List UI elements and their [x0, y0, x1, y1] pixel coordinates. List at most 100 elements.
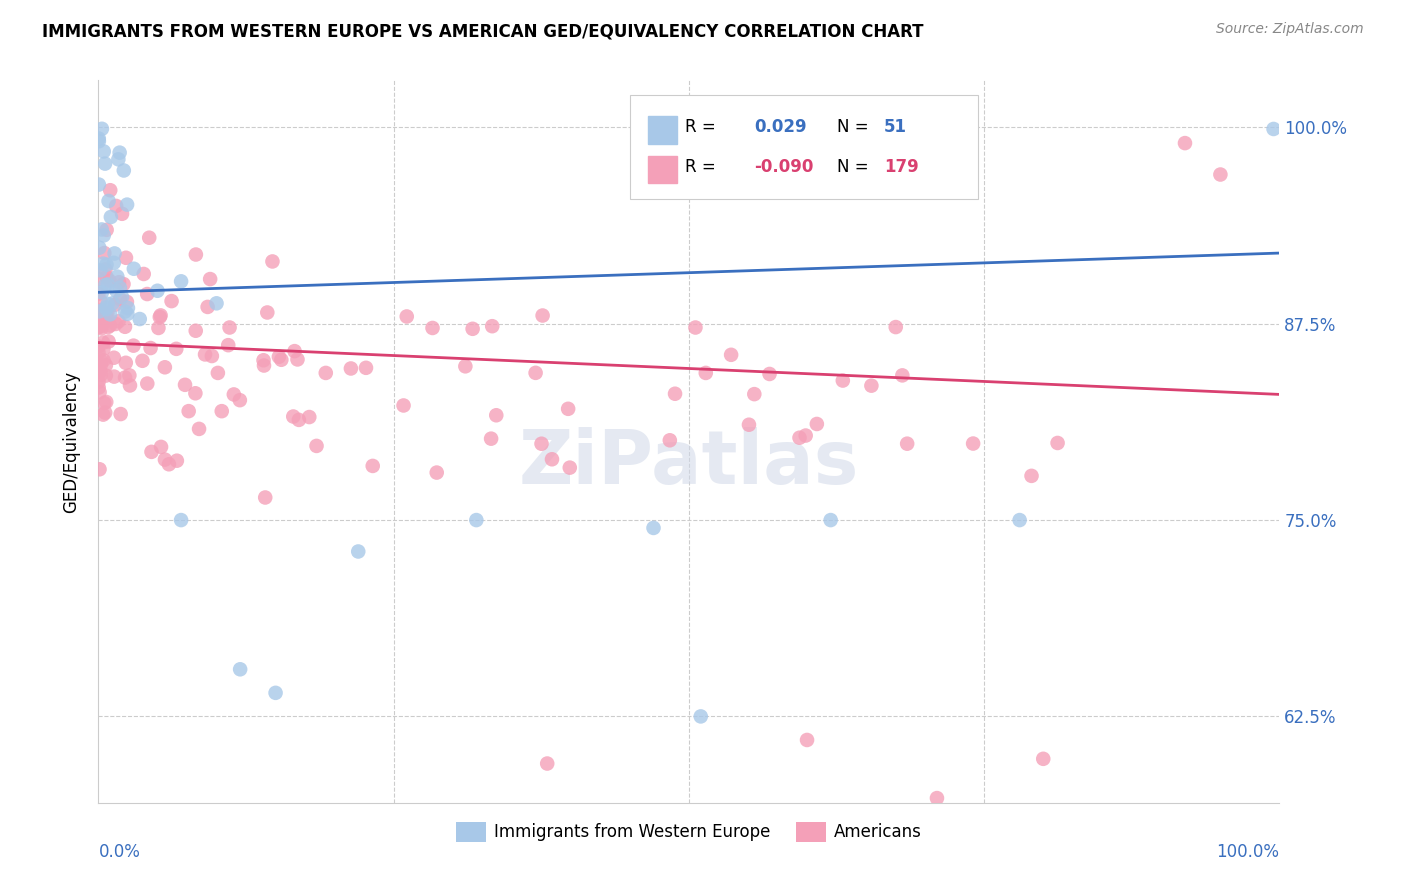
- Point: [122, 261, 145, 276]
- Point: [89, 304, 111, 318]
- Point: [742, 387, 765, 401]
- Point: [87, 272, 110, 286]
- Point: [108, 275, 131, 289]
- Point: [860, 378, 883, 392]
- Point: [108, 145, 131, 160]
- Point: [270, 352, 292, 367]
- Point: [305, 439, 328, 453]
- Point: [93, 145, 115, 159]
- Point: [94, 368, 117, 383]
- Point: [165, 342, 187, 356]
- Point: [96, 258, 118, 272]
- Point: [117, 301, 139, 315]
- Point: [93, 246, 115, 260]
- Point: [138, 230, 160, 244]
- Point: [1032, 752, 1054, 766]
- Point: [90, 303, 112, 318]
- Point: [89, 241, 111, 255]
- Point: [94, 309, 117, 323]
- Point: [264, 686, 287, 700]
- Point: [128, 312, 150, 326]
- Point: [115, 197, 138, 211]
- Point: [96, 395, 118, 409]
- Point: [485, 409, 508, 423]
- Point: [104, 317, 127, 331]
- Text: N =: N =: [837, 158, 873, 176]
- Point: [93, 396, 115, 410]
- Point: [111, 290, 134, 304]
- Point: [1046, 436, 1069, 450]
- Point: [87, 134, 110, 148]
- Bar: [648, 116, 678, 144]
- Text: 100.0%: 100.0%: [1216, 843, 1279, 861]
- Point: [738, 417, 761, 432]
- Point: [256, 305, 278, 319]
- Point: [188, 422, 211, 436]
- Point: [884, 320, 907, 334]
- Point: [108, 281, 131, 295]
- Legend: Immigrants from Western Europe, Americans: Immigrants from Western Europe, American…: [450, 815, 928, 848]
- Text: 51: 51: [884, 119, 907, 136]
- Point: [96, 306, 118, 320]
- Point: [194, 347, 217, 361]
- Point: [96, 302, 118, 317]
- Point: [91, 285, 114, 300]
- Point: [89, 263, 111, 277]
- Point: [222, 387, 245, 401]
- Point: [97, 277, 120, 292]
- Point: [896, 436, 918, 450]
- Point: [820, 513, 842, 527]
- Point: [103, 369, 125, 384]
- Point: [89, 364, 111, 378]
- Point: [149, 310, 172, 324]
- Point: [664, 386, 686, 401]
- Point: [347, 544, 370, 558]
- Point: [658, 434, 681, 448]
- Point: [112, 277, 135, 291]
- Point: [217, 338, 239, 352]
- Point: [139, 341, 162, 355]
- Point: [91, 257, 114, 271]
- Point: [100, 210, 122, 224]
- Point: [115, 294, 138, 309]
- Point: [422, 321, 444, 335]
- Point: [93, 307, 115, 321]
- Point: [1021, 468, 1043, 483]
- Point: [229, 393, 252, 408]
- Point: [110, 407, 132, 421]
- Point: [1209, 168, 1232, 182]
- Point: [962, 436, 984, 450]
- Point: [108, 292, 131, 306]
- Point: [91, 408, 114, 422]
- Point: [94, 262, 117, 277]
- Point: [253, 359, 276, 373]
- Point: [111, 207, 134, 221]
- Point: [94, 406, 117, 420]
- Point: [112, 163, 135, 178]
- Point: [98, 274, 121, 288]
- Point: [98, 318, 121, 333]
- Point: [207, 366, 229, 380]
- Point: [1008, 513, 1031, 527]
- Point: [150, 440, 173, 454]
- Point: [103, 351, 125, 365]
- Point: [315, 366, 337, 380]
- Point: [94, 358, 117, 372]
- Point: [283, 409, 305, 424]
- Point: [184, 386, 207, 401]
- Point: [87, 380, 110, 394]
- Point: [197, 300, 219, 314]
- Point: [831, 374, 853, 388]
- Point: [354, 360, 377, 375]
- Point: [98, 183, 121, 197]
- Point: [184, 324, 207, 338]
- Point: [104, 246, 127, 260]
- Point: [87, 131, 110, 145]
- Point: [107, 314, 129, 328]
- Point: [90, 321, 112, 335]
- Point: [153, 360, 176, 375]
- Point: [891, 368, 914, 383]
- Point: [87, 339, 110, 353]
- Text: Source: ZipAtlas.com: Source: ZipAtlas.com: [1216, 22, 1364, 37]
- FancyBboxPatch shape: [630, 95, 979, 200]
